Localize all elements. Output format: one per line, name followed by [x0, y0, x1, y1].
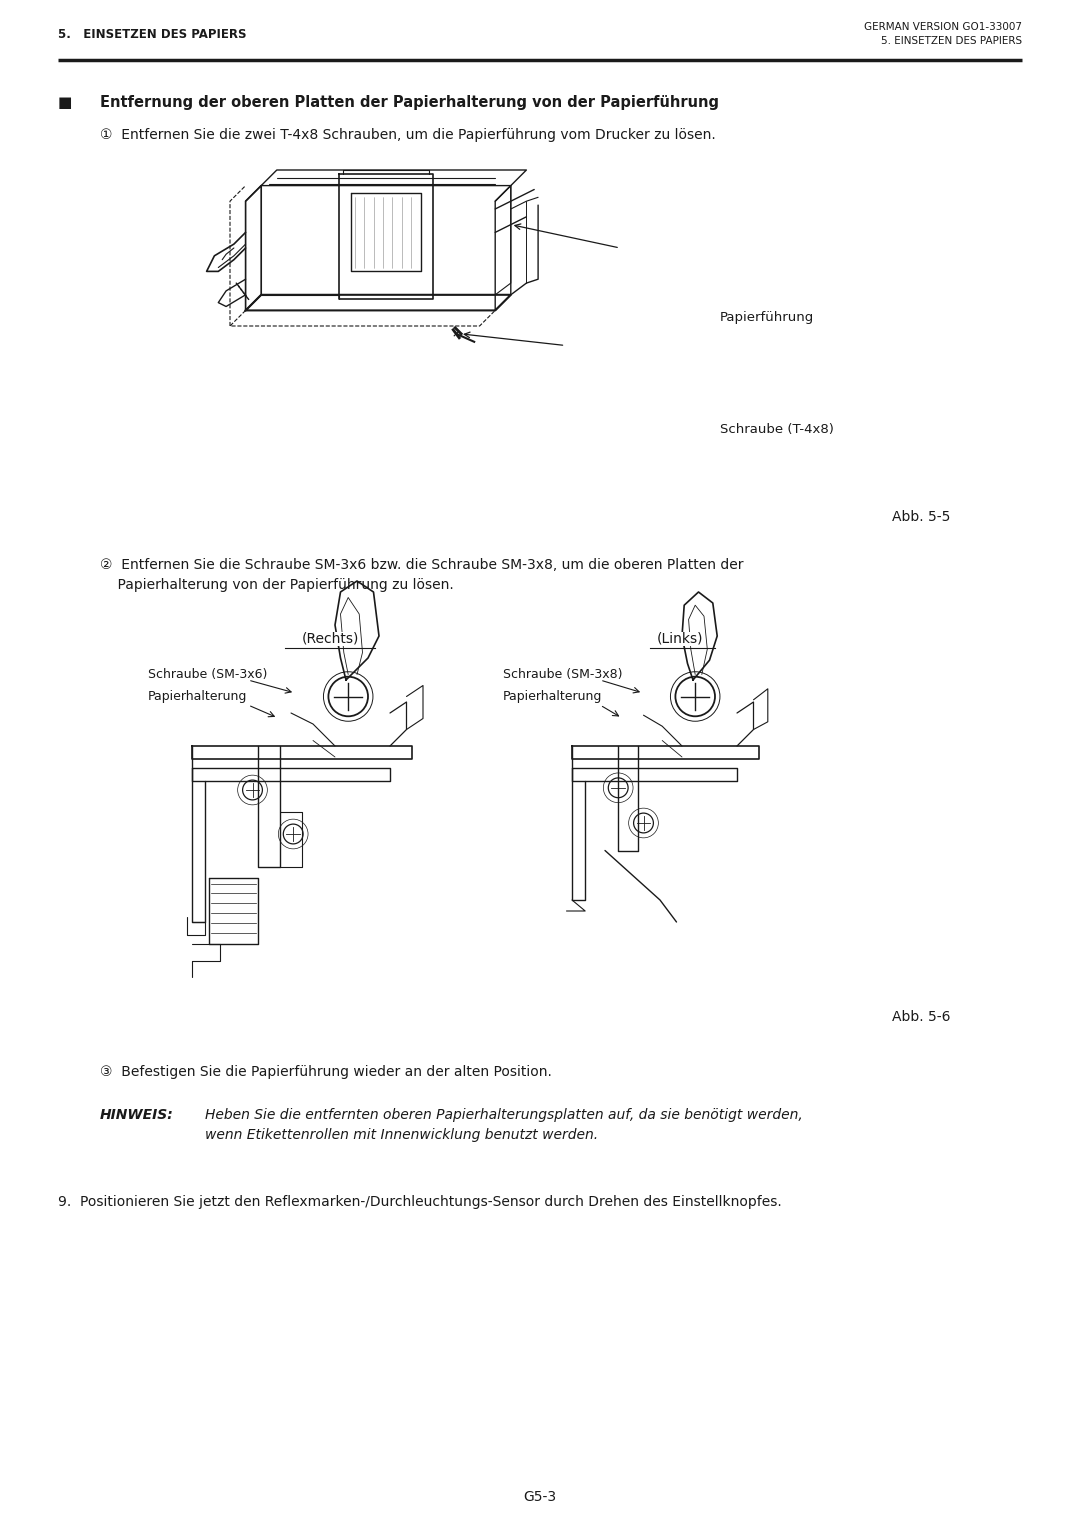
Text: Papierführung: Papierführung	[720, 311, 814, 325]
Text: GERMAN VERSION GO1-33007: GERMAN VERSION GO1-33007	[864, 21, 1022, 32]
Text: Heben Sie die entfernten oberen Papierhalterungsplatten auf, da sie benötigt wer: Heben Sie die entfernten oberen Papierha…	[205, 1109, 802, 1122]
Text: Schraube (SM-3x8): Schraube (SM-3x8)	[503, 668, 622, 682]
Text: 5. EINSETZEN DES PAPIERS: 5. EINSETZEN DES PAPIERS	[881, 37, 1022, 46]
Text: Abb. 5-6: Abb. 5-6	[891, 1010, 950, 1023]
Text: Abb. 5-5: Abb. 5-5	[892, 509, 950, 525]
Text: Entfernung der oberen Platten der Papierhalterung von der Papierführung: Entfernung der oberen Platten der Papier…	[100, 95, 719, 110]
Text: wenn Etikettenrollen mit Innenwicklung benutzt werden.: wenn Etikettenrollen mit Innenwicklung b…	[205, 1128, 598, 1142]
Text: Papierhalterung: Papierhalterung	[503, 689, 603, 703]
Text: Papierhalterung von der Papierführung zu lösen.: Papierhalterung von der Papierführung zu…	[100, 578, 454, 592]
Text: ■: ■	[58, 95, 72, 110]
Text: ③  Befestigen Sie die Papierführung wieder an der alten Position.: ③ Befestigen Sie die Papierführung wiede…	[100, 1064, 552, 1080]
Text: G5-3: G5-3	[524, 1490, 556, 1504]
Text: Schraube (T-4x8): Schraube (T-4x8)	[720, 424, 834, 436]
Text: (Links): (Links)	[657, 631, 703, 647]
Text: ①  Entfernen Sie die zwei T-4x8 Schrauben, um die Papierführung vom Drucker zu l: ① Entfernen Sie die zwei T-4x8 Schrauben…	[100, 128, 716, 142]
Text: (Rechts): (Rechts)	[301, 631, 359, 647]
Text: ②  Entfernen Sie die Schraube SM-3x6 bzw. die Schraube SM-3x8, um die oberen Pla: ② Entfernen Sie die Schraube SM-3x6 bzw.…	[100, 558, 743, 572]
Text: 5.   EINSETZEN DES PAPIERS: 5. EINSETZEN DES PAPIERS	[58, 27, 246, 41]
Text: Papierhalterung: Papierhalterung	[148, 689, 247, 703]
Text: HINWEIS:: HINWEIS:	[100, 1109, 174, 1122]
Text: Schraube (SM-3x6): Schraube (SM-3x6)	[148, 668, 268, 682]
Text: 9.  Positionieren Sie jetzt den Reflexmarken-/Durchleuchtungs-Sensor durch Drehe: 9. Positionieren Sie jetzt den Reflexmar…	[58, 1196, 782, 1209]
